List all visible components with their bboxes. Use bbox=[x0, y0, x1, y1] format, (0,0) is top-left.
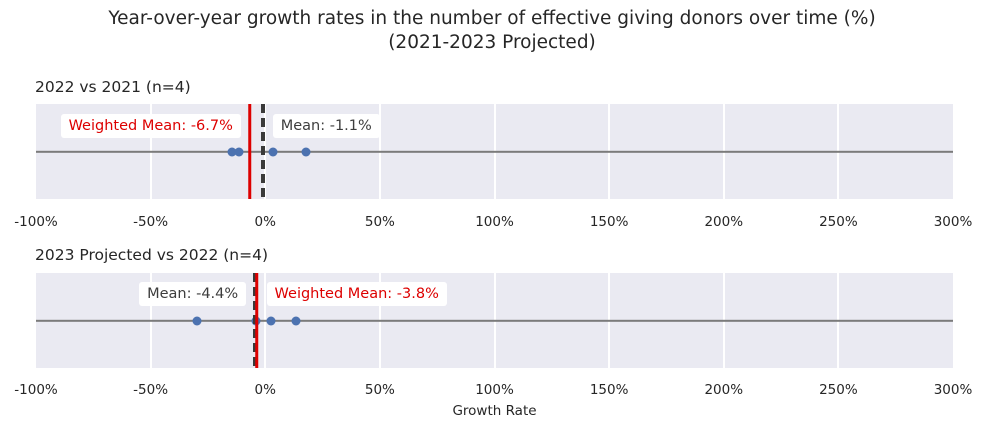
x-tick-label: 100% bbox=[475, 382, 514, 398]
strip-plot-panel-2023-projected-vs-2022: Mean: -4.4% Weighted Mean: -3.8% bbox=[36, 273, 953, 368]
x-tick-label: 200% bbox=[704, 382, 744, 398]
weighted-mean-line bbox=[248, 104, 252, 199]
data-point bbox=[268, 147, 278, 156]
x-tick-label: -50% bbox=[133, 382, 169, 398]
axis-hline bbox=[36, 150, 953, 153]
x-tick-label: 150% bbox=[589, 214, 629, 230]
panel-title-2022-vs-2021: 2022 vs 2021 (n=4) bbox=[35, 78, 191, 96]
x-tick-label: 200% bbox=[704, 214, 744, 230]
x-tick-label: 50% bbox=[364, 382, 395, 398]
x-tick-label: 0% bbox=[254, 382, 276, 398]
axis-hline bbox=[36, 319, 953, 322]
x-tick-label: -100% bbox=[14, 214, 58, 230]
x-tick-label: 250% bbox=[819, 382, 858, 398]
weighted-mean-line bbox=[254, 273, 259, 368]
mean-label: Mean: -1.1% bbox=[272, 114, 380, 138]
data-point bbox=[234, 147, 244, 156]
weighted-mean-label: Weighted Mean: -3.8% bbox=[266, 282, 447, 306]
panel-title-2023-projected-vs-2022: 2023 Projected vs 2022 (n=4) bbox=[35, 246, 269, 264]
data-point bbox=[301, 147, 311, 156]
x-tick-label: -50% bbox=[133, 214, 169, 230]
chart-title-line2: (2021-2023 Projected) bbox=[388, 32, 596, 53]
strip-plot-panel-2022-vs-2021: Weighted Mean: -6.7% Mean: -1.1% bbox=[36, 104, 953, 199]
data-point bbox=[266, 316, 276, 325]
weighted-mean-label: Weighted Mean: -6.7% bbox=[60, 114, 241, 138]
data-point bbox=[192, 316, 202, 325]
x-axis-ticks-top: -100% -50% 0% 50% 100% 150% 200% 250% 300% bbox=[14, 214, 972, 231]
chart-title-line1: Year-over-year growth rates in the numbe… bbox=[108, 8, 876, 29]
x-tick-label: 50% bbox=[364, 214, 395, 230]
x-tick-label: 250% bbox=[819, 214, 858, 230]
x-axis-label: Growth Rate bbox=[452, 403, 537, 419]
x-axis-ticks-bottom: -100% -50% 0% 50% 100% 150% 200% 250% 300% bbox=[14, 382, 972, 399]
x-tick-label: 100% bbox=[475, 214, 514, 230]
x-tick-label: 300% bbox=[933, 214, 973, 230]
x-tick-label: 0% bbox=[254, 214, 276, 230]
data-point bbox=[227, 147, 237, 156]
x-tick-label: 300% bbox=[933, 382, 973, 398]
data-point bbox=[291, 316, 301, 325]
mean-label: Mean: -4.4% bbox=[139, 282, 247, 306]
x-tick-label: 150% bbox=[589, 382, 629, 398]
x-tick-label: -100% bbox=[14, 382, 58, 398]
mean-line bbox=[260, 104, 265, 199]
